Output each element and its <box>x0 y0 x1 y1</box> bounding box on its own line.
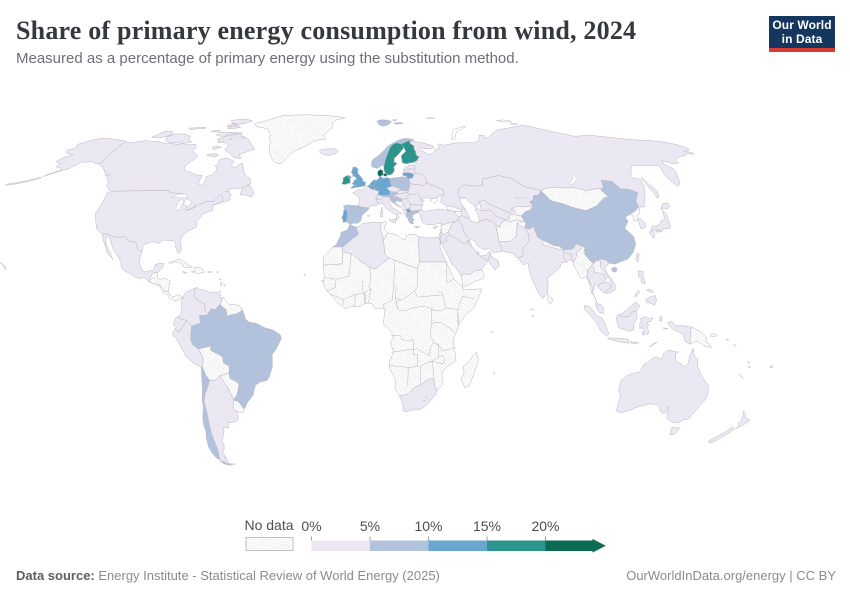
svg-text:15%: 15% <box>473 518 501 534</box>
svg-text:20%: 20% <box>531 518 559 534</box>
svg-text:5%: 5% <box>360 518 380 534</box>
svg-text:0%: 0% <box>301 518 321 534</box>
svg-text:10%: 10% <box>414 518 442 534</box>
svg-text:No data: No data <box>244 517 293 533</box>
